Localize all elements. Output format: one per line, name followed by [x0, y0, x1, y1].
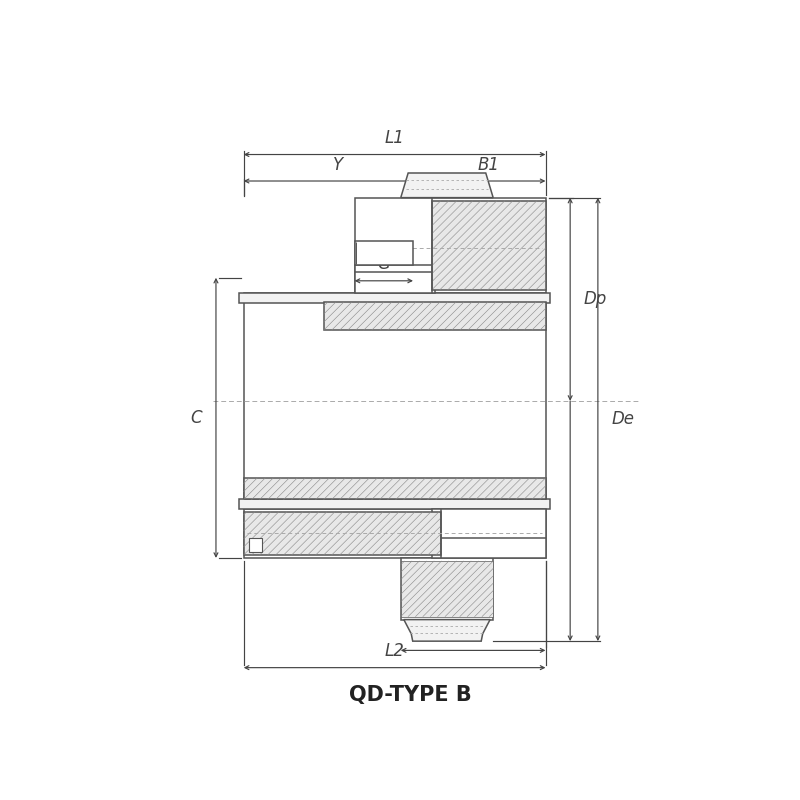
Bar [401, 558, 493, 619]
Text: B1: B1 [478, 156, 499, 174]
Bar [244, 478, 546, 499]
Text: De: De [611, 410, 634, 429]
Bar [354, 241, 413, 266]
Bar [244, 512, 441, 555]
Text: QD-TYPE B: QD-TYPE B [349, 685, 471, 705]
Bar [249, 538, 262, 552]
Text: G: G [378, 255, 390, 274]
Bar [244, 293, 546, 509]
Text: C: C [190, 409, 202, 427]
Bar [324, 302, 546, 330]
Bar [354, 198, 546, 293]
Text: Dp: Dp [584, 290, 607, 308]
Polygon shape [404, 619, 490, 641]
Bar [354, 266, 434, 293]
Bar [401, 561, 493, 617]
Bar [431, 201, 546, 290]
Text: L1: L1 [385, 129, 405, 146]
Text: Y: Y [333, 156, 342, 174]
Bar [239, 293, 550, 303]
Bar [239, 499, 550, 509]
Text: L2: L2 [385, 642, 405, 660]
Polygon shape [401, 173, 493, 198]
Text: X: X [467, 625, 479, 643]
Bar [244, 509, 546, 558]
Bar [431, 509, 546, 558]
